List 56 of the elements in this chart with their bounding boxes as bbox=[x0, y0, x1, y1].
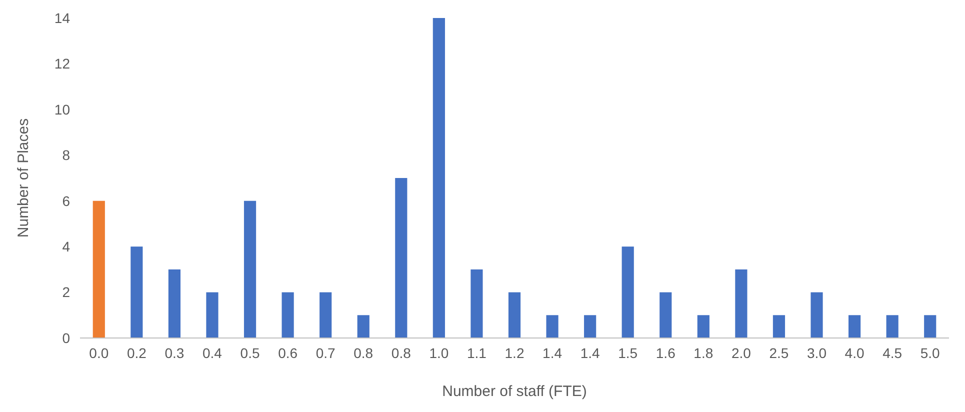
bar bbox=[130, 246, 143, 338]
bar bbox=[508, 292, 521, 338]
x-tick-label: 0.6 bbox=[278, 345, 298, 361]
x-tick-label: 0.0 bbox=[89, 345, 109, 361]
bar bbox=[546, 315, 558, 338]
bar bbox=[357, 315, 370, 338]
x-tick-label: 1.2 bbox=[504, 345, 524, 361]
x-tick-label: 1.6 bbox=[656, 345, 676, 361]
x-tick-label: 1.4 bbox=[580, 345, 600, 361]
y-tick-label: 2 bbox=[62, 284, 70, 300]
bar bbox=[810, 292, 823, 338]
y-tick-label: 6 bbox=[62, 192, 70, 209]
bar bbox=[206, 292, 218, 338]
bar bbox=[735, 269, 748, 338]
x-tick-label: 0.8 bbox=[354, 345, 374, 361]
bar bbox=[584, 315, 596, 338]
x-tick-label: 1.4 bbox=[542, 345, 562, 361]
y-tick-label: 4 bbox=[62, 238, 70, 254]
x-tick-label: 1.5 bbox=[618, 345, 638, 361]
bar bbox=[772, 315, 786, 338]
bar bbox=[244, 200, 256, 338]
x-tick-label: 0.7 bbox=[316, 345, 336, 361]
y-axis-title: Number of Places bbox=[15, 118, 32, 238]
y-tick-label: 12 bbox=[54, 56, 70, 72]
bar bbox=[660, 292, 672, 338]
bar bbox=[395, 178, 408, 338]
x-tick-label: 4.5 bbox=[882, 345, 902, 361]
bar bbox=[470, 269, 483, 338]
bar bbox=[697, 315, 710, 338]
x-tick-label: 0.3 bbox=[164, 345, 184, 361]
x-tick-label: 0.2 bbox=[126, 345, 147, 361]
x-tick-label: 1.0 bbox=[429, 345, 449, 361]
bar bbox=[924, 315, 936, 338]
x-tick-label: 1.1 bbox=[466, 345, 487, 361]
bar bbox=[886, 315, 898, 338]
bar bbox=[168, 269, 180, 338]
x-tick-label: 3.0 bbox=[807, 345, 827, 361]
x-tick-label: 0.8 bbox=[391, 345, 412, 361]
y-tick-label: 14 bbox=[54, 10, 70, 26]
x-tick-label: 0.4 bbox=[202, 345, 222, 361]
x-tick-label: 1.8 bbox=[694, 345, 714, 361]
bar bbox=[622, 246, 634, 338]
y-tick-label: 0 bbox=[62, 330, 70, 346]
bar bbox=[848, 315, 861, 338]
x-axis-title: Number of staff (FTE) bbox=[442, 383, 587, 400]
bar bbox=[432, 18, 445, 338]
bar bbox=[92, 200, 105, 338]
x-tick-label: 0.5 bbox=[240, 345, 260, 361]
bar bbox=[320, 292, 332, 338]
x-tick-label: 4.0 bbox=[844, 345, 864, 361]
y-tick-label: 8 bbox=[62, 147, 70, 164]
x-tick-label: 2.5 bbox=[769, 345, 789, 361]
x-tick-label: 5.0 bbox=[920, 345, 940, 361]
y-tick-label: 10 bbox=[54, 101, 70, 118]
bar bbox=[282, 292, 294, 338]
x-tick-label: 2.0 bbox=[731, 345, 752, 361]
